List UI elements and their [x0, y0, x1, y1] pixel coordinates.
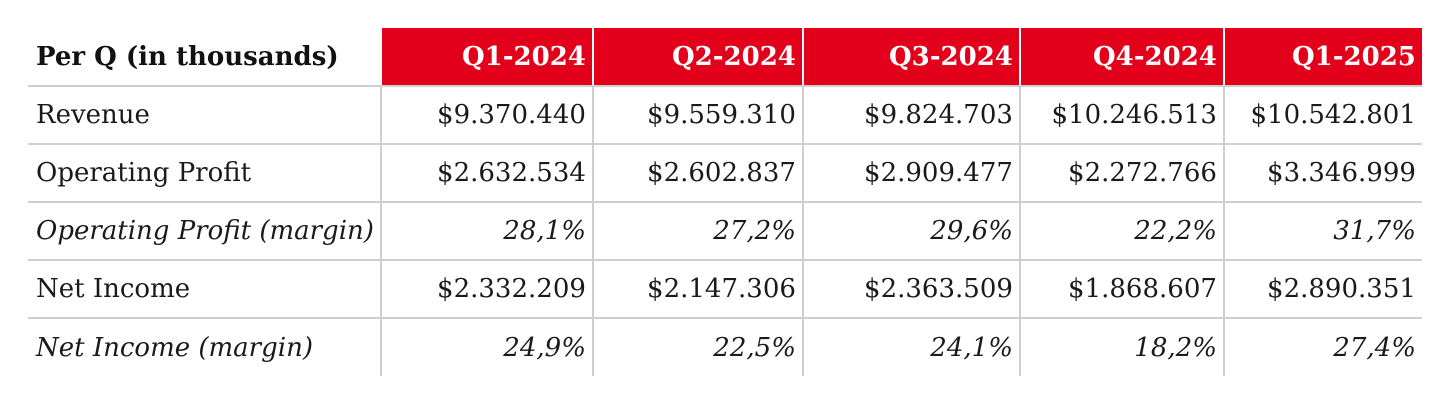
- table-cell: 18,2%: [1018, 318, 1224, 376]
- table-cell: 24,1%: [801, 318, 1020, 376]
- table-row-revenue: Revenue $9.370.440 $9.559.310 $9.824.703…: [28, 86, 1422, 145]
- row-label: Revenue: [28, 86, 381, 145]
- row-label: Operating Profit: [28, 144, 381, 203]
- table-cell: $3.346.999: [1222, 144, 1422, 203]
- table-cell: 31,7%: [1222, 202, 1422, 261]
- column-header-q4-2024: Q4-2024: [1018, 28, 1224, 87]
- table-cell: $1.868.607: [1018, 260, 1224, 319]
- table-cell: 22,5%: [591, 318, 803, 376]
- table-cell: 22,2%: [1018, 202, 1224, 261]
- quarterly-financials-table: Per Q (in thousands) Q1-2024 Q2-2024 Q3-…: [28, 28, 1422, 376]
- table-cell: 24,9%: [379, 318, 593, 376]
- table-row-operating-profit-margin: Operating Profit (margin) 28,1% 27,2% 29…: [28, 202, 1422, 261]
- table-cell: 28,1%: [379, 202, 593, 261]
- table-cell: $2.909.477: [801, 144, 1020, 203]
- table-cell: $2.332.209: [379, 260, 593, 319]
- table-cell: $2.363.509: [801, 260, 1020, 319]
- table-cell: $9.824.703: [801, 86, 1020, 145]
- table-header-row: Per Q (in thousands) Q1-2024 Q2-2024 Q3-…: [28, 28, 1422, 87]
- table-cell: 27,4%: [1222, 318, 1422, 376]
- table-cell: $9.559.310: [591, 86, 803, 145]
- table-cell: $10.542.801: [1222, 86, 1422, 145]
- row-label: Operating Profit (margin): [28, 202, 381, 261]
- table-row-net-income-margin: Net Income (margin) 24,9% 22,5% 24,1% 18…: [28, 318, 1422, 376]
- table-cell: $2.890.351: [1222, 260, 1422, 319]
- column-header-q1-2025: Q1-2025: [1222, 28, 1422, 87]
- column-header-q3-2024: Q3-2024: [801, 28, 1020, 87]
- column-header-q2-2024: Q2-2024: [591, 28, 803, 87]
- column-header-q1-2024: Q1-2024: [379, 28, 593, 87]
- table-cell: $2.632.534: [379, 144, 593, 203]
- table-cell: 29,6%: [801, 202, 1020, 261]
- table-cell: $2.602.837: [591, 144, 803, 203]
- header-label-cell: Per Q (in thousands): [28, 28, 381, 87]
- row-label: Net Income (margin): [36, 332, 313, 363]
- financial-table-container: Per Q (in thousands) Q1-2024 Q2-2024 Q3-…: [28, 28, 1422, 376]
- table-cell: $2.272.766: [1018, 144, 1224, 203]
- table-cell: $2.147.306: [591, 260, 803, 319]
- table-cell: 27,2%: [591, 202, 803, 261]
- table-row-net-income: Net Income $2.332.209 $2.147.306 $2.363.…: [28, 260, 1422, 319]
- table-row-operating-profit: Operating Profit $2.632.534 $2.602.837 $…: [28, 144, 1422, 203]
- table-cell: $9.370.440: [379, 86, 593, 145]
- table-cell: $10.246.513: [1018, 86, 1224, 145]
- row-label: Net Income: [28, 260, 381, 319]
